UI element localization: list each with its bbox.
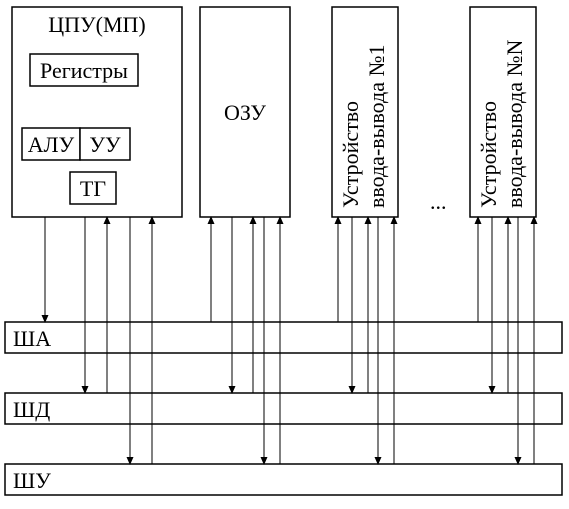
- io1-label-line1: Устройство: [338, 101, 363, 208]
- bus-sha-label: ША: [13, 326, 51, 351]
- io1-label-line2: ввода-вывода №1: [364, 45, 389, 209]
- ioN-label-line1: Устройство: [476, 101, 501, 208]
- bus-shd-label: ШД: [13, 397, 50, 422]
- ioN-label-line2: ввода-вывода №N: [502, 40, 527, 208]
- registers-label: Регистры: [40, 58, 128, 83]
- bus-shu-label: ШУ: [13, 468, 51, 493]
- tg-label: ТГ: [80, 176, 106, 201]
- ram-label: ОЗУ: [224, 100, 266, 125]
- bus-sha: [5, 322, 562, 353]
- ellipsis: ...: [430, 189, 447, 214]
- bus-shd: [5, 393, 562, 424]
- bus-shu: [5, 464, 562, 495]
- cpu-title: ЦПУ(МП): [48, 12, 145, 37]
- cu-label: УУ: [89, 132, 121, 157]
- alu-label: АЛУ: [28, 132, 75, 157]
